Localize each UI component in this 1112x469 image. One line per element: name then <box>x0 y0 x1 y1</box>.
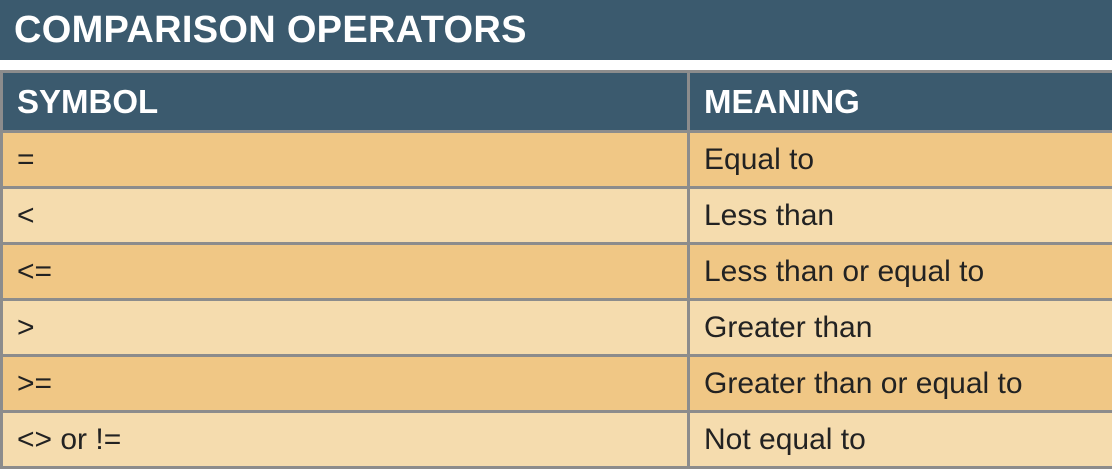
meaning-cell: Greater than or equal to <box>689 356 1112 412</box>
table-row: < Less than <box>2 188 1112 244</box>
symbol-cell: <> or != <box>2 412 689 468</box>
symbol-cell: < <box>2 188 689 244</box>
symbol-column-header: SYMBOL <box>2 72 689 132</box>
symbol-cell: >= <box>2 356 689 412</box>
table-title: COMPARISON OPERATORS <box>0 0 1112 60</box>
meaning-cell: Not equal to <box>689 412 1112 468</box>
meaning-cell: Less than <box>689 188 1112 244</box>
table-row: = Equal to <box>2 132 1112 188</box>
meaning-cell: Greater than <box>689 300 1112 356</box>
symbol-cell: = <box>2 132 689 188</box>
meaning-cell: Less than or equal to <box>689 244 1112 300</box>
meaning-cell: Equal to <box>689 132 1112 188</box>
symbol-cell: <= <box>2 244 689 300</box>
table-row: >= Greater than or equal to <box>2 356 1112 412</box>
symbol-cell: > <box>2 300 689 356</box>
comparison-operators-table: SYMBOL MEANING = Equal to < Less than <=… <box>0 70 1112 469</box>
table-row: <> or != Not equal to <box>2 412 1112 468</box>
meaning-column-header: MEANING <box>689 72 1112 132</box>
table-row: > Greater than <box>2 300 1112 356</box>
table-row: <= Less than or equal to <box>2 244 1112 300</box>
header-row: SYMBOL MEANING <box>2 72 1112 132</box>
